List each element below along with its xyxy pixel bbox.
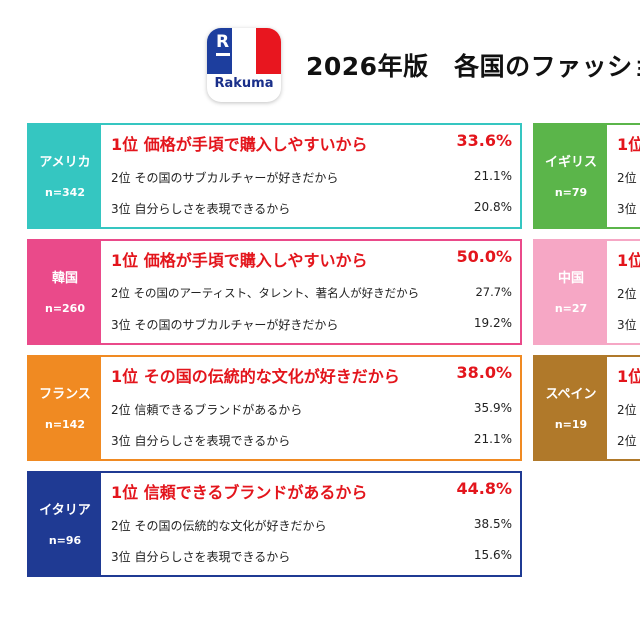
rank-label: 1位 価格が手頃で購入しやすいから (111, 135, 368, 154)
rank-2-row: 2位 信頼できるブランドがあるから 35.9% (111, 401, 512, 418)
rank-3-row: 3位 自分らしさを表現できるから 20.8% (111, 200, 512, 217)
rank-value: 21.1% (473, 169, 512, 183)
rank-value: 19.2% (473, 316, 512, 330)
country-name: フランス (39, 386, 91, 402)
rank-label: 2位 (617, 287, 637, 301)
rank-value: 33.6% (456, 131, 512, 150)
rank-label: 3位 自分らしさを表現できるから (111, 434, 291, 448)
rank-label: 2位 その国の伝統的な文化が好きだから (111, 519, 327, 533)
flag-graphic (207, 28, 281, 74)
sample-size: n=19 (554, 417, 588, 431)
rank-2-row: 2位 (617, 285, 640, 302)
rank-label: 3位 (617, 318, 637, 332)
rank-value: 44.8% (456, 479, 512, 498)
card-side: アメリカ n=342 (29, 125, 101, 227)
rank-2-row: 2位 (617, 169, 640, 186)
rank-2b-row: 2位 (617, 432, 640, 449)
rank-label: 2位 信頼できるブランドがあるから (111, 403, 303, 417)
rank-label: 1位 (617, 135, 640, 154)
sample-size: n=260 (44, 301, 85, 315)
card-france: フランス n=142 1位 その国の伝統的な文化が好きだから 38.0% 2位 信… (27, 355, 522, 461)
rank-value: 38.0% (456, 363, 512, 382)
card-korea: 韓国 n=260 1位 価格が手頃で購入しやすいから 50.0% 2位 その国のア… (27, 239, 522, 345)
rank-3-row: 3位 自分らしさを表現できるから 21.1% (111, 432, 512, 449)
rank-2-row: 2位 その国の伝統的な文化が好きだから 38.5% (111, 517, 512, 534)
card-china: 中国 n=27 1位 2位 3位 (533, 239, 640, 345)
r-logo-mark: R (216, 32, 230, 56)
card-uk: イギリス n=79 1位 2位 3位 (533, 123, 640, 229)
sample-size: n=79 (554, 185, 588, 199)
card-side: 韓国 n=260 (29, 241, 101, 343)
flag-white-stripe (231, 28, 257, 74)
sample-size: n=342 (44, 185, 85, 199)
rank-label: 3位 自分らしさを表現できるから (111, 550, 291, 564)
card-side: スペイン n=19 (535, 357, 607, 459)
rank-3-row: 3位 自分らしさを表現できるから 15.6% (111, 548, 512, 565)
rank-2-row: 2位 その国のアーティスト、タレント、著名人が好きだから 27.7% (111, 285, 512, 301)
rank-label: 2位 (617, 403, 637, 417)
rank-label: 1位 その国の伝統的な文化が好きだから (111, 367, 400, 386)
sample-size: n=142 (44, 417, 85, 431)
country-name: アメリカ (39, 154, 91, 170)
card-side: フランス n=142 (29, 357, 101, 459)
rank-label: 3位 自分らしさを表現できるから (111, 202, 291, 216)
rank-label: 1位 価格が手頃で購入しやすいから (111, 251, 368, 270)
rank-label: 1位 (617, 251, 640, 270)
rank-label: 1位 (617, 367, 640, 386)
rank-1-row: 1位 (617, 247, 640, 271)
page-title: 2026年版 各国のファッショ (306, 52, 640, 81)
rank-label: 3位 その国のサブカルチャーが好きだから (111, 318, 339, 332)
rank-value: 21.1% (473, 432, 512, 446)
rank-3-row: 3位 (617, 316, 640, 333)
rank-3-row: 3位 (617, 200, 640, 217)
rank-value: 38.5% (473, 517, 512, 531)
rank-2-row: 2位 (617, 401, 640, 418)
rank-value: 50.0% (456, 247, 512, 266)
rank-value: 27.7% (475, 285, 512, 299)
country-name: 中国 (557, 270, 584, 286)
rank-2-row: 2位 その国のサブカルチャーが好きだから 21.1% (111, 169, 512, 186)
rank-1-row: 1位 (617, 131, 640, 155)
rank-value: 20.8% (473, 200, 512, 214)
country-name: 韓国 (51, 270, 78, 286)
rank-label: 2位 その国のサブカルチャーが好きだから (111, 171, 339, 185)
rank-value: 35.9% (473, 401, 512, 415)
card-italy: イタリア n=96 1位 信頼できるブランドがあるから 44.8% 2位 その国の… (27, 471, 522, 577)
card-spain: スペイン n=19 1位 2位 2位 (533, 355, 640, 461)
logo-text: Rakuma (214, 76, 274, 91)
rank-1-row: 1位 信頼できるブランドがあるから 44.8% (111, 479, 512, 503)
country-name: イタリア (39, 502, 91, 518)
rank-1-row: 1位 価格が手頃で購入しやすいから 33.6% (111, 131, 512, 155)
rank-label: 2位 (617, 434, 637, 448)
rakuma-logo: R Rakuma (207, 28, 281, 102)
sample-size: n=96 (48, 533, 82, 547)
rank-label: 2位 その国のアーティスト、タレント、著名人が好きだから (111, 286, 420, 300)
rank-label: 3位 (617, 202, 637, 216)
rank-1-row: 1位 (617, 363, 640, 387)
flag-blue-stripe (207, 28, 232, 74)
card-side: イタリア n=96 (29, 473, 101, 575)
rank-3-row: 3位 その国のサブカルチャーが好きだから 19.2% (111, 316, 512, 333)
card-side: イギリス n=79 (535, 125, 607, 227)
rank-label: 1位 信頼できるブランドがあるから (111, 483, 368, 502)
country-name: イギリス (544, 154, 597, 170)
rank-1-row: 1位 価格が手頃で購入しやすいから 50.0% (111, 247, 512, 271)
card-usa: アメリカ n=342 1位 価格が手頃で購入しやすいから 33.6% 2位 その国… (27, 123, 522, 229)
flag-red-stripe (256, 28, 281, 74)
country-name: スペイン (545, 386, 597, 402)
rank-1-row: 1位 その国の伝統的な文化が好きだから 38.0% (111, 363, 512, 387)
card-side: 中国 n=27 (535, 241, 607, 343)
rank-value: 15.6% (473, 548, 512, 562)
rank-label: 2位 (617, 171, 637, 185)
sample-size: n=27 (554, 301, 588, 315)
